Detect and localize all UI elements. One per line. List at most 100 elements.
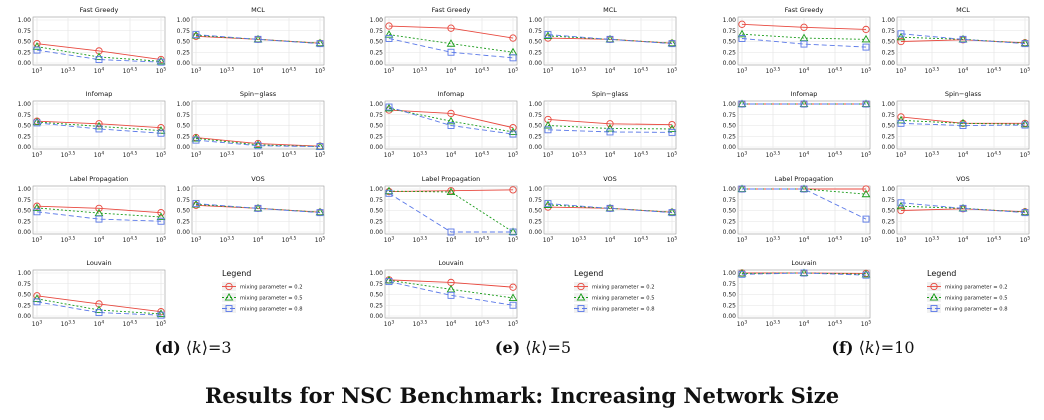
panel-title: Label Propagation	[70, 175, 129, 183]
panel-title: VOS	[956, 175, 970, 183]
data-point-triangle	[253, 140, 263, 148]
y-tick-label: 0.50	[882, 123, 896, 130]
y-tick-label: 0.25	[882, 49, 896, 56]
x-tick-label: 104.5	[828, 67, 843, 76]
y-tick-label: 0.50	[18, 123, 32, 130]
x-tick-label: 104	[958, 151, 969, 160]
x-tick-label: 104.5	[634, 151, 649, 160]
legend-entry: mixing parameter = 0.8	[592, 307, 655, 313]
data-point-circle	[862, 185, 870, 193]
x-tick-label: 104	[94, 151, 105, 160]
data-point-square	[33, 298, 41, 306]
panel-infomap: Infomap 0.00 0.25 0.50 0.75 1.00 103 103.5 104 10…	[723, 90, 872, 159]
series-line	[36, 211, 162, 222]
caption-e-k: 5	[560, 338, 572, 357]
data-point-triangle	[156, 309, 166, 317]
y-tick-label: 0.25	[370, 49, 384, 56]
series-line	[900, 39, 1026, 44]
y-tick-label: 1.00	[723, 186, 737, 193]
data-point-square	[668, 209, 676, 217]
y-tick-label: 0.50	[177, 208, 191, 215]
series-line	[36, 43, 162, 61]
legend-key	[927, 304, 941, 313]
data-point-square	[225, 305, 233, 312]
data-point-square	[95, 309, 103, 317]
data-point-square	[385, 103, 393, 111]
panel-title: MCL	[956, 6, 970, 14]
x-tick-label: 103	[543, 236, 554, 245]
series-line	[547, 206, 673, 213]
panel-mcl: MCL 0.00 0.25 0.50 0.75 1.00 103 103.5 104 104.5 1…	[529, 6, 678, 75]
x-tick-label: 103.5	[220, 67, 235, 76]
x-tick-label: 103.5	[413, 320, 428, 329]
data-point-square	[95, 125, 103, 133]
data-point-triangle	[737, 268, 747, 277]
x-tick-label: 104.5	[282, 67, 297, 76]
data-point-circle	[897, 206, 905, 215]
y-tick-label: 0.75	[177, 112, 191, 119]
x-tick-label: 103.5	[572, 236, 587, 245]
y-tick-label: 0.50	[723, 39, 737, 46]
x-tick-label: 103	[896, 67, 907, 76]
data-point-square	[800, 269, 808, 277]
y-tick-label: 0.00	[529, 144, 543, 151]
x-tick-label: 103	[32, 236, 43, 245]
y-tick-label: 0.25	[882, 133, 896, 140]
data-point-triangle	[576, 293, 586, 301]
data-point-circle	[95, 204, 103, 213]
data-point-triangle	[315, 38, 325, 47]
data-point-square	[385, 278, 393, 286]
data-point-circle	[157, 124, 165, 132]
data-point-square	[157, 217, 165, 225]
data-point-square	[1021, 209, 1029, 217]
x-tick-label: 104.5	[282, 151, 297, 160]
x-tick-label: 103.5	[925, 67, 940, 76]
data-point-triangle	[446, 187, 456, 196]
x-tick-label: 104	[605, 67, 616, 76]
x-tick-label: 105	[667, 151, 678, 160]
panel-title: Louvain	[438, 259, 463, 267]
data-point-triangle	[543, 200, 553, 208]
data-point-square	[254, 142, 262, 150]
x-tick-label: 104	[446, 320, 457, 329]
data-point-triangle	[861, 189, 871, 198]
y-tick-label: 0.50	[529, 208, 543, 215]
x-tick-label: 105	[861, 67, 872, 76]
legend-key	[574, 293, 588, 302]
data-point-square	[254, 204, 262, 212]
x-tick-label: 103.5	[925, 236, 940, 245]
y-tick-label: 1.00	[177, 186, 191, 193]
series-line	[388, 279, 514, 288]
data-point-circle	[509, 186, 517, 194]
x-tick-label: 104.5	[123, 151, 138, 160]
x-tick-label: 104.5	[123, 320, 138, 329]
series-line	[547, 37, 673, 44]
y-tick-label: 0.50	[529, 123, 543, 130]
y-tick-label: 0.25	[723, 49, 737, 56]
data-point-square	[897, 30, 905, 38]
x-tick-label: 105	[861, 236, 872, 245]
y-tick-label: 1.00	[882, 186, 896, 193]
data-point-square	[897, 119, 905, 127]
data-point-circle	[509, 283, 517, 291]
data-point-circle	[225, 282, 233, 291]
series-line	[388, 192, 513, 233]
data-point-square	[157, 129, 165, 137]
x-tick-label: 103.5	[61, 320, 76, 329]
data-point-triangle	[508, 293, 518, 301]
y-tick-label: 0.00	[723, 313, 737, 320]
series-line	[195, 204, 321, 213]
y-tick-label: 0.75	[882, 28, 896, 35]
y-tick-label: 0.25	[177, 49, 191, 56]
panel-title: Label Propagation	[775, 175, 834, 183]
data-point-square	[447, 48, 455, 56]
x-tick-label: 103	[32, 320, 43, 329]
y-tick-label: 0.25	[723, 218, 737, 225]
y-tick-label: 0.25	[18, 133, 32, 140]
x-tick-label: 104	[799, 67, 810, 76]
panel-infomap: Infomap 0.00 0.25 0.50 0.75 1.00 103 103.5 104 10…	[18, 90, 167, 159]
panel-title: Infomap	[438, 90, 465, 98]
x-tick-label: 105	[315, 236, 326, 245]
y-tick-label: 0.75	[529, 28, 543, 35]
series-line	[900, 202, 1026, 214]
